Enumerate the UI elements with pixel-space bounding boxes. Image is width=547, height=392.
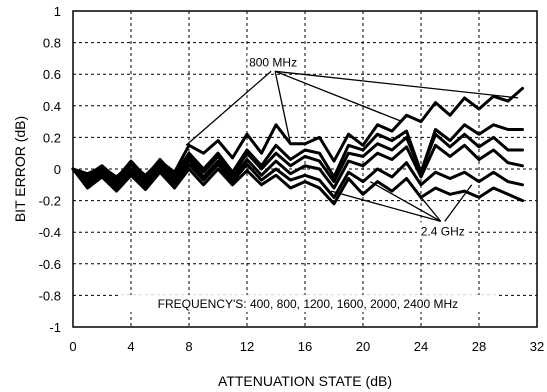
x-tick-label: 24 [414, 339, 428, 354]
x-axis-title: ATTENUATION STATE (dB) [218, 373, 392, 389]
y-tick-label: -1 [49, 320, 61, 335]
series-line-5 [71, 161, 524, 199]
leader-line [274, 70, 403, 123]
annotation-label: 2.4 GHz [421, 224, 465, 238]
y-tick-label: 0.4 [43, 99, 61, 114]
annotation-label: 800 MHz [249, 55, 297, 69]
x-tick-label: 32 [530, 339, 544, 354]
x-tick-label: 16 [298, 339, 312, 354]
x-tick-label: 0 [69, 339, 76, 354]
annotation-label-bg [416, 222, 469, 239]
data-series [71, 86, 524, 206]
y-tick-label: 0.8 [43, 36, 61, 51]
series-line-3 [71, 132, 524, 184]
series-line-1 [71, 86, 524, 179]
series-line-4 [71, 143, 524, 190]
y-axis-title: BIT ERROR (dB) [12, 116, 28, 222]
x-tick-label: 12 [240, 339, 254, 354]
x-tick-label: 20 [356, 339, 370, 354]
y-tick-labels: 1 0.8 0.6 0.4 0.2 0 -0.2 -0.4 -0.6 -0.8 -1 [39, 4, 61, 335]
annotations: 800 MHz 2.4 GHz FREQUENCY'S: 400, 800, 120… [117, 53, 498, 313]
leader-line [369, 181, 442, 222]
leader-line [275, 70, 519, 99]
y-tick-label: -0.4 [39, 225, 61, 240]
y-tick-label: 0 [54, 162, 61, 177]
annotation-leader-lines [185, 70, 519, 222]
leader-line [330, 190, 441, 222]
leader-line [444, 184, 473, 222]
y-tick-label: -0.2 [39, 194, 61, 209]
annotation-label-bg [117, 295, 498, 313]
x-tick-label: 28 [472, 339, 486, 354]
plot-area-frame [72, 10, 538, 328]
annotation-label: FREQUENCY'S: 400, 800, 1200, 1600, 2000,… [158, 297, 458, 311]
grid-lines [73, 11, 537, 327]
y-tick-label: 0.6 [43, 67, 61, 82]
leader-line [274, 71, 292, 144]
y-tick-label: 0.2 [43, 130, 61, 145]
y-tick-label: -0.8 [39, 288, 61, 303]
series-line-2 [71, 123, 524, 180]
annotation-label-bg [247, 53, 299, 70]
series-line-6 [71, 167, 524, 206]
x-tick-label: 4 [127, 339, 134, 354]
leader-line [185, 70, 272, 146]
y-tick-label: -0.6 [39, 257, 61, 272]
y-tick-label: 1 [54, 4, 61, 19]
x-tick-labels: 0 4 8 12 16 20 24 28 32 [69, 339, 544, 354]
x-tick-label: 8 [185, 339, 192, 354]
